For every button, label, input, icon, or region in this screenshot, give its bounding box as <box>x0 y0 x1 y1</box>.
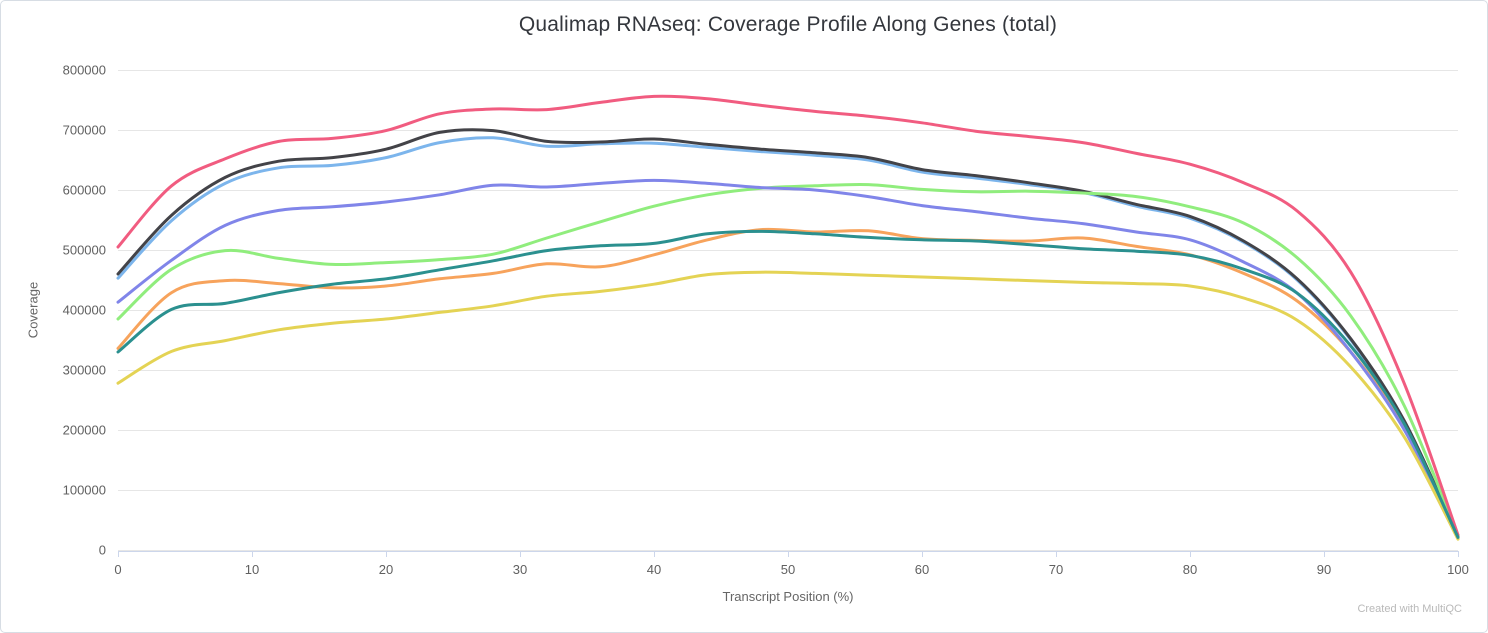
y-tick-label: 400000 <box>63 303 106 318</box>
x-tick-label: 0 <box>114 562 121 577</box>
y-tick-label: 200000 <box>63 423 106 438</box>
y-tick-label: 0 <box>99 543 106 558</box>
series-line-orange[interactable] <box>116 227 1460 540</box>
x-tick-label: 90 <box>1317 562 1331 577</box>
series-line-yellow[interactable] <box>116 270 1460 541</box>
series-line-pink[interactable] <box>116 94 1460 537</box>
y-tick-label: 100000 <box>63 483 106 498</box>
chart-title: Qualimap RNAseq: Coverage Profile Along … <box>518 13 1058 36</box>
x-tick-label: 70 <box>1049 562 1063 577</box>
series-line-purple[interactable] <box>116 178 1460 540</box>
series-line-light-blue[interactable] <box>116 136 1460 539</box>
multiqc-watermark: Created with MultiQC <box>1357 603 1462 615</box>
series-line-teal[interactable] <box>116 229 1460 539</box>
x-tick-label: 50 <box>781 562 795 577</box>
x-tick-label: 60 <box>915 562 929 577</box>
x-tick-label: 20 <box>379 562 393 577</box>
x-tick-label: 80 <box>1183 562 1197 577</box>
y-tick-label: 600000 <box>63 183 106 198</box>
y-tick-label: 700000 <box>63 123 106 138</box>
y-tick-label: 500000 <box>63 243 106 258</box>
x-tick-label: 40 <box>647 562 661 577</box>
x-axis-title: Transcript Position (%) <box>722 589 854 604</box>
y-tick-label: 800000 <box>63 63 106 78</box>
series-line-green[interactable] <box>116 182 1460 538</box>
x-tick-label: 100 <box>1447 562 1469 577</box>
x-tick-label: 10 <box>245 562 259 577</box>
x-tick-label: 30 <box>513 562 527 577</box>
y-tick-label: 300000 <box>63 363 106 378</box>
series-line-dark-grey[interactable] <box>116 128 1460 539</box>
